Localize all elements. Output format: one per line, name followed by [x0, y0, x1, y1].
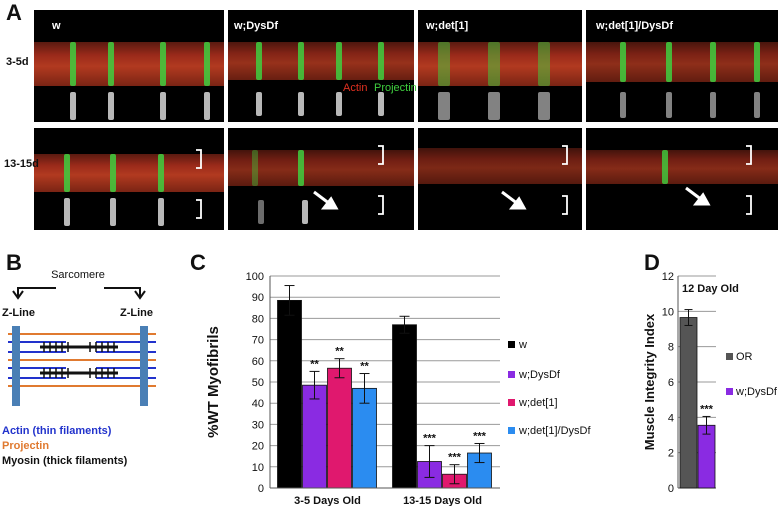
- y-tick-label: 10: [252, 462, 264, 474]
- row-label-13-15d: 13-15d: [4, 158, 39, 170]
- y-tick-label: 4: [668, 412, 674, 424]
- y-tick-label: 0: [668, 483, 674, 495]
- sarcomere-label: Sarcomere: [51, 269, 105, 281]
- micrograph-grid: w w;DysDf w;det[1] w;det[1]/DysDf: [4, 10, 778, 230]
- y-tick-label: 20: [252, 441, 264, 453]
- micrograph-det1-3-5d: w;det[1]: [418, 10, 582, 122]
- arrow-icon: [313, 186, 711, 210]
- bar-OR: [679, 317, 698, 489]
- bar-w;det[1]/DysDf-0: [352, 387, 377, 489]
- column-title-dysdf: w;DysDf: [234, 20, 279, 32]
- legend-projectin: Projectin: [2, 440, 49, 452]
- y-axis-label: Muscle Integrity Index: [642, 313, 657, 450]
- zline-left-label: Z-Line: [2, 307, 35, 319]
- y-tick-label: 60: [252, 356, 264, 368]
- legend-myosin: Myosin (thick filaments): [2, 455, 128, 467]
- column-title-det1-dysdf: w;det[1]/DysDf: [596, 20, 674, 32]
- significance-label: ***: [423, 433, 437, 445]
- legend-swatch: [726, 388, 733, 395]
- legend-label: w;DysDf: [518, 369, 561, 381]
- legend-label: w: [518, 339, 527, 351]
- zline-left-bar: [12, 326, 20, 406]
- bar-w;det[1]-0: [327, 367, 352, 489]
- category-label: 3-5 Days Old: [294, 495, 361, 506]
- stain-label-projectin: Projectin: [374, 82, 417, 94]
- chart-title: 12 Day Old: [682, 283, 739, 295]
- micrograph-det1-dysdf-13-15d: [586, 128, 778, 230]
- panel-letter-d: D: [644, 250, 660, 275]
- micrograph-det1-dysdf-3-5d: w;det[1]/DysDf: [586, 10, 778, 122]
- micrograph-w-13-15d: [34, 128, 224, 230]
- micrograph-det1-13-15d: [418, 128, 582, 230]
- significance-label: **: [335, 346, 344, 358]
- y-axis-label: %WT Myofibrils: [205, 326, 222, 438]
- significance-label: **: [310, 358, 319, 370]
- chart-muscle-integrity: 0 2 4 6 8 10 12 *** 12 Day Old Muscle Integrity I…: [642, 271, 778, 495]
- legend-swatch: [508, 371, 515, 378]
- panel-letter-b: B: [6, 250, 22, 275]
- y-tick-label: 6: [668, 377, 674, 389]
- micrograph-w-3-5d: w: [34, 10, 224, 122]
- sarcomere-diagram: Sarcomere Z-Line Z-Line Actin (thin fila…: [2, 269, 156, 467]
- bar-w-0: [277, 299, 302, 489]
- zline-right-label: Z-Line: [120, 307, 153, 319]
- y-tick-label: 2: [668, 448, 674, 460]
- legend-swatch: [508, 399, 515, 406]
- sarcomere-arrow-left: [17, 287, 56, 296]
- panel-letter-c: C: [190, 250, 206, 275]
- y-tick-label: 70: [252, 335, 264, 347]
- legend-swatch: [726, 353, 733, 360]
- legend-label: w;det[1]: [518, 397, 558, 409]
- significance-label: **: [360, 361, 369, 373]
- sarcomere-arrow-right: [104, 287, 141, 296]
- significance-label: ***: [448, 452, 462, 464]
- legend-actin: Actin (thin filaments): [2, 425, 112, 437]
- column-title-w: w: [52, 20, 61, 32]
- legend-label: w;DysDf: [735, 386, 778, 398]
- panel-letter-a: A: [6, 0, 22, 25]
- legend-swatch: [508, 427, 515, 434]
- category-label: 13-15 Days Old: [403, 495, 482, 506]
- sarcomere-marker-label: S: [132, 10, 140, 23]
- significance-label: ***: [473, 430, 487, 442]
- legend-label: w;det[1]/DysDf: [518, 425, 591, 437]
- sarcomere-marker: S: [105, 10, 167, 38]
- y-tick-label: 8: [668, 342, 674, 354]
- bar-w;DysDf-0: [302, 384, 327, 489]
- legend-label: OR: [736, 351, 753, 363]
- zline-right-bar: [140, 326, 148, 406]
- stain-label-actin: Actin: [343, 82, 368, 94]
- y-tick-label: 12: [662, 271, 674, 283]
- bar-w;DysDf: [697, 424, 716, 489]
- y-tick-label: 40: [252, 398, 264, 410]
- panel-a-annotations: S: [105, 10, 752, 219]
- y-tick-label: 90: [252, 292, 264, 304]
- micrograph-dysdf-3-5d: w;DysDf: [228, 10, 414, 122]
- column-title-det1: w;det[1]: [426, 20, 469, 32]
- y-tick-label: 0: [258, 483, 264, 495]
- bar-w-1: [392, 324, 417, 489]
- y-tick-label: 100: [246, 271, 264, 283]
- y-tick-label: 80: [252, 313, 264, 325]
- row-label-3-5d: 3-5d: [6, 56, 29, 68]
- y-tick-label: 30: [252, 419, 264, 431]
- legend-swatch: [508, 341, 515, 348]
- bracket-icon: [196, 145, 752, 219]
- significance-label: ***: [700, 403, 714, 415]
- y-tick-label: 10: [662, 306, 674, 318]
- y-tick-label: 50: [252, 377, 264, 389]
